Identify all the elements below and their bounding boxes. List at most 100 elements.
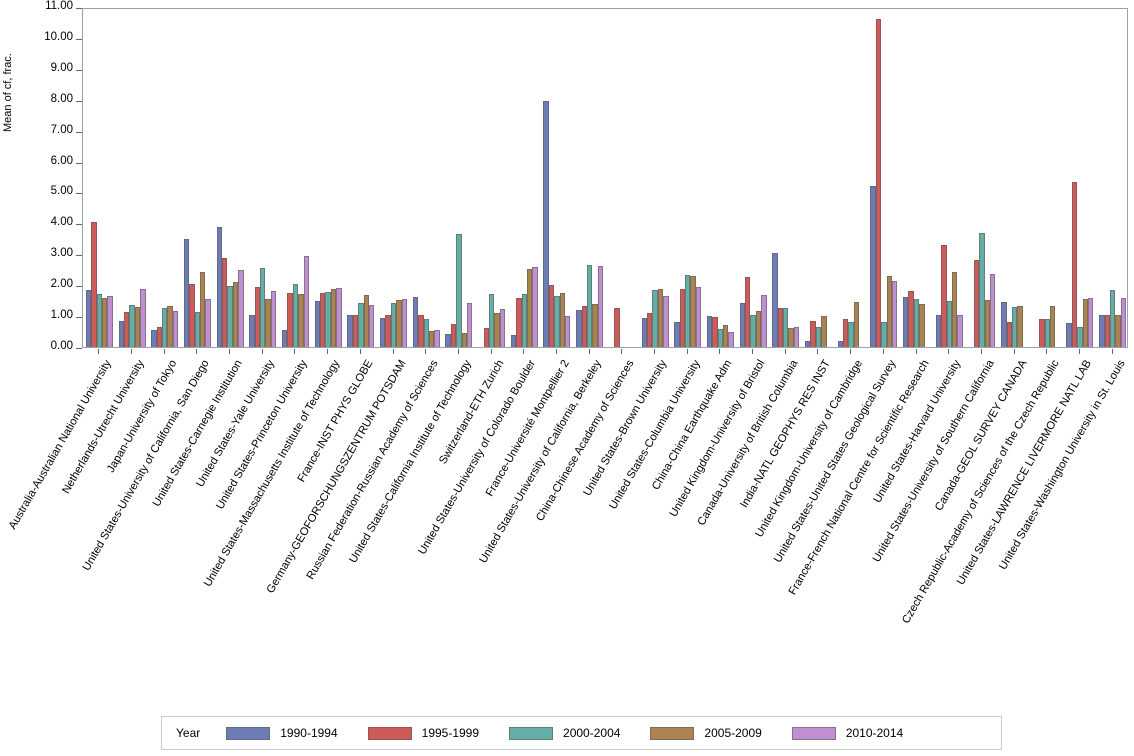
- bar: [1017, 306, 1023, 347]
- x-tick-mark: [555, 349, 557, 354]
- bar: [303, 255, 309, 347]
- bar: [1077, 326, 1083, 347]
- bar: [728, 331, 734, 347]
- legend-label: 2005-2009: [704, 726, 762, 740]
- bar: [249, 315, 255, 347]
- bar: [597, 266, 604, 347]
- bar: [772, 252, 778, 347]
- x-tick-mark: [654, 349, 656, 354]
- bar-group: [835, 9, 868, 347]
- bar: [172, 310, 179, 347]
- x-tick-mark: [196, 349, 198, 354]
- bar-group: [966, 9, 999, 347]
- bar: [1104, 314, 1110, 347]
- x-tick-mark: [850, 349, 852, 354]
- bar: [450, 323, 457, 347]
- y-tick-mark: [76, 100, 82, 102]
- bar: [151, 330, 157, 347]
- bar: [750, 315, 756, 347]
- bar: [712, 316, 718, 347]
- x-tick-mark: [784, 349, 786, 354]
- bar: [586, 265, 593, 347]
- bar: [853, 302, 860, 347]
- bar-group: [573, 9, 606, 347]
- bar: [870, 185, 876, 347]
- bar: [380, 317, 386, 347]
- bar: [543, 100, 549, 347]
- bar: [641, 317, 647, 347]
- bar-group: [279, 9, 312, 347]
- bar-group: [639, 9, 672, 347]
- bar: [265, 299, 271, 347]
- x-tick-mark: [523, 349, 525, 354]
- bar: [368, 304, 375, 347]
- bar: [695, 287, 702, 347]
- y-tick-label: 6.00: [50, 154, 73, 167]
- bar: [292, 283, 299, 347]
- legend-item[interactable]: 1995-1999: [367, 726, 479, 740]
- y-tick-label: 7.00: [50, 123, 73, 136]
- bar: [167, 306, 173, 347]
- bar: [222, 257, 228, 347]
- x-tick-mark: [392, 349, 394, 354]
- bar: [559, 292, 566, 347]
- bar: [848, 322, 854, 347]
- bar-group: [83, 9, 116, 347]
- bar: [679, 288, 686, 347]
- legend-item[interactable]: 2000-2004: [509, 726, 620, 740]
- bar: [1088, 298, 1094, 347]
- bar: [325, 291, 331, 347]
- bar: [358, 303, 364, 347]
- legend-item[interactable]: 1990-1994: [226, 726, 338, 740]
- bar: [123, 312, 130, 347]
- y-tick-label: 11.00: [45, 0, 73, 12]
- bar: [494, 313, 500, 347]
- bar-group: [671, 9, 704, 347]
- legend: Year 1990-1994 1995-1999 2000-2004 2005-200…: [161, 716, 1002, 750]
- bar: [1066, 322, 1072, 347]
- legend-item[interactable]: 2010-2014: [791, 726, 903, 740]
- x-tick-mark: [719, 349, 721, 354]
- x-tick-mark: [131, 349, 133, 354]
- bar: [908, 291, 914, 347]
- bar: [685, 274, 691, 347]
- bar: [886, 275, 892, 347]
- y-tick-mark: [76, 348, 82, 349]
- bar: [973, 260, 980, 347]
- bar: [352, 314, 359, 347]
- bar: [423, 319, 429, 347]
- bar: [314, 300, 321, 347]
- bar: [434, 330, 440, 347]
- bar: [118, 320, 124, 347]
- bar: [488, 294, 495, 347]
- bar: [979, 232, 985, 347]
- bar: [663, 296, 669, 347]
- bar: [1099, 314, 1105, 347]
- bar: [281, 330, 288, 347]
- bar: [189, 284, 195, 347]
- bar: [554, 296, 560, 347]
- bar: [957, 315, 963, 347]
- bar-group: [900, 9, 933, 347]
- y-axis-ticks: 0.00 1.00 2.00 3.00 4.00 5.00 6.00 7.00 8.00 9.00…: [0, 0, 82, 352]
- y-tick-mark: [76, 69, 82, 71]
- legend-swatch: [226, 726, 271, 740]
- x-tick-mark: [1078, 349, 1080, 354]
- x-tick-mark: [882, 349, 884, 354]
- bar: [194, 312, 201, 347]
- y-tick-mark: [76, 8, 82, 9]
- x-tick-mark: [98, 349, 100, 354]
- y-tick-label: 1.00: [50, 309, 73, 322]
- bar: [1011, 307, 1018, 347]
- bar: [401, 299, 407, 347]
- bar: [390, 303, 397, 347]
- bar: [396, 299, 402, 347]
- bar: [526, 269, 533, 347]
- y-tick-mark: [76, 317, 82, 319]
- bar: [935, 315, 942, 347]
- bar: [91, 222, 97, 347]
- legend-item[interactable]: 2005-2009: [650, 726, 762, 740]
- x-tick-label: United States-United States Geological S…: [771, 358, 899, 565]
- x-tick-mark: [261, 349, 263, 354]
